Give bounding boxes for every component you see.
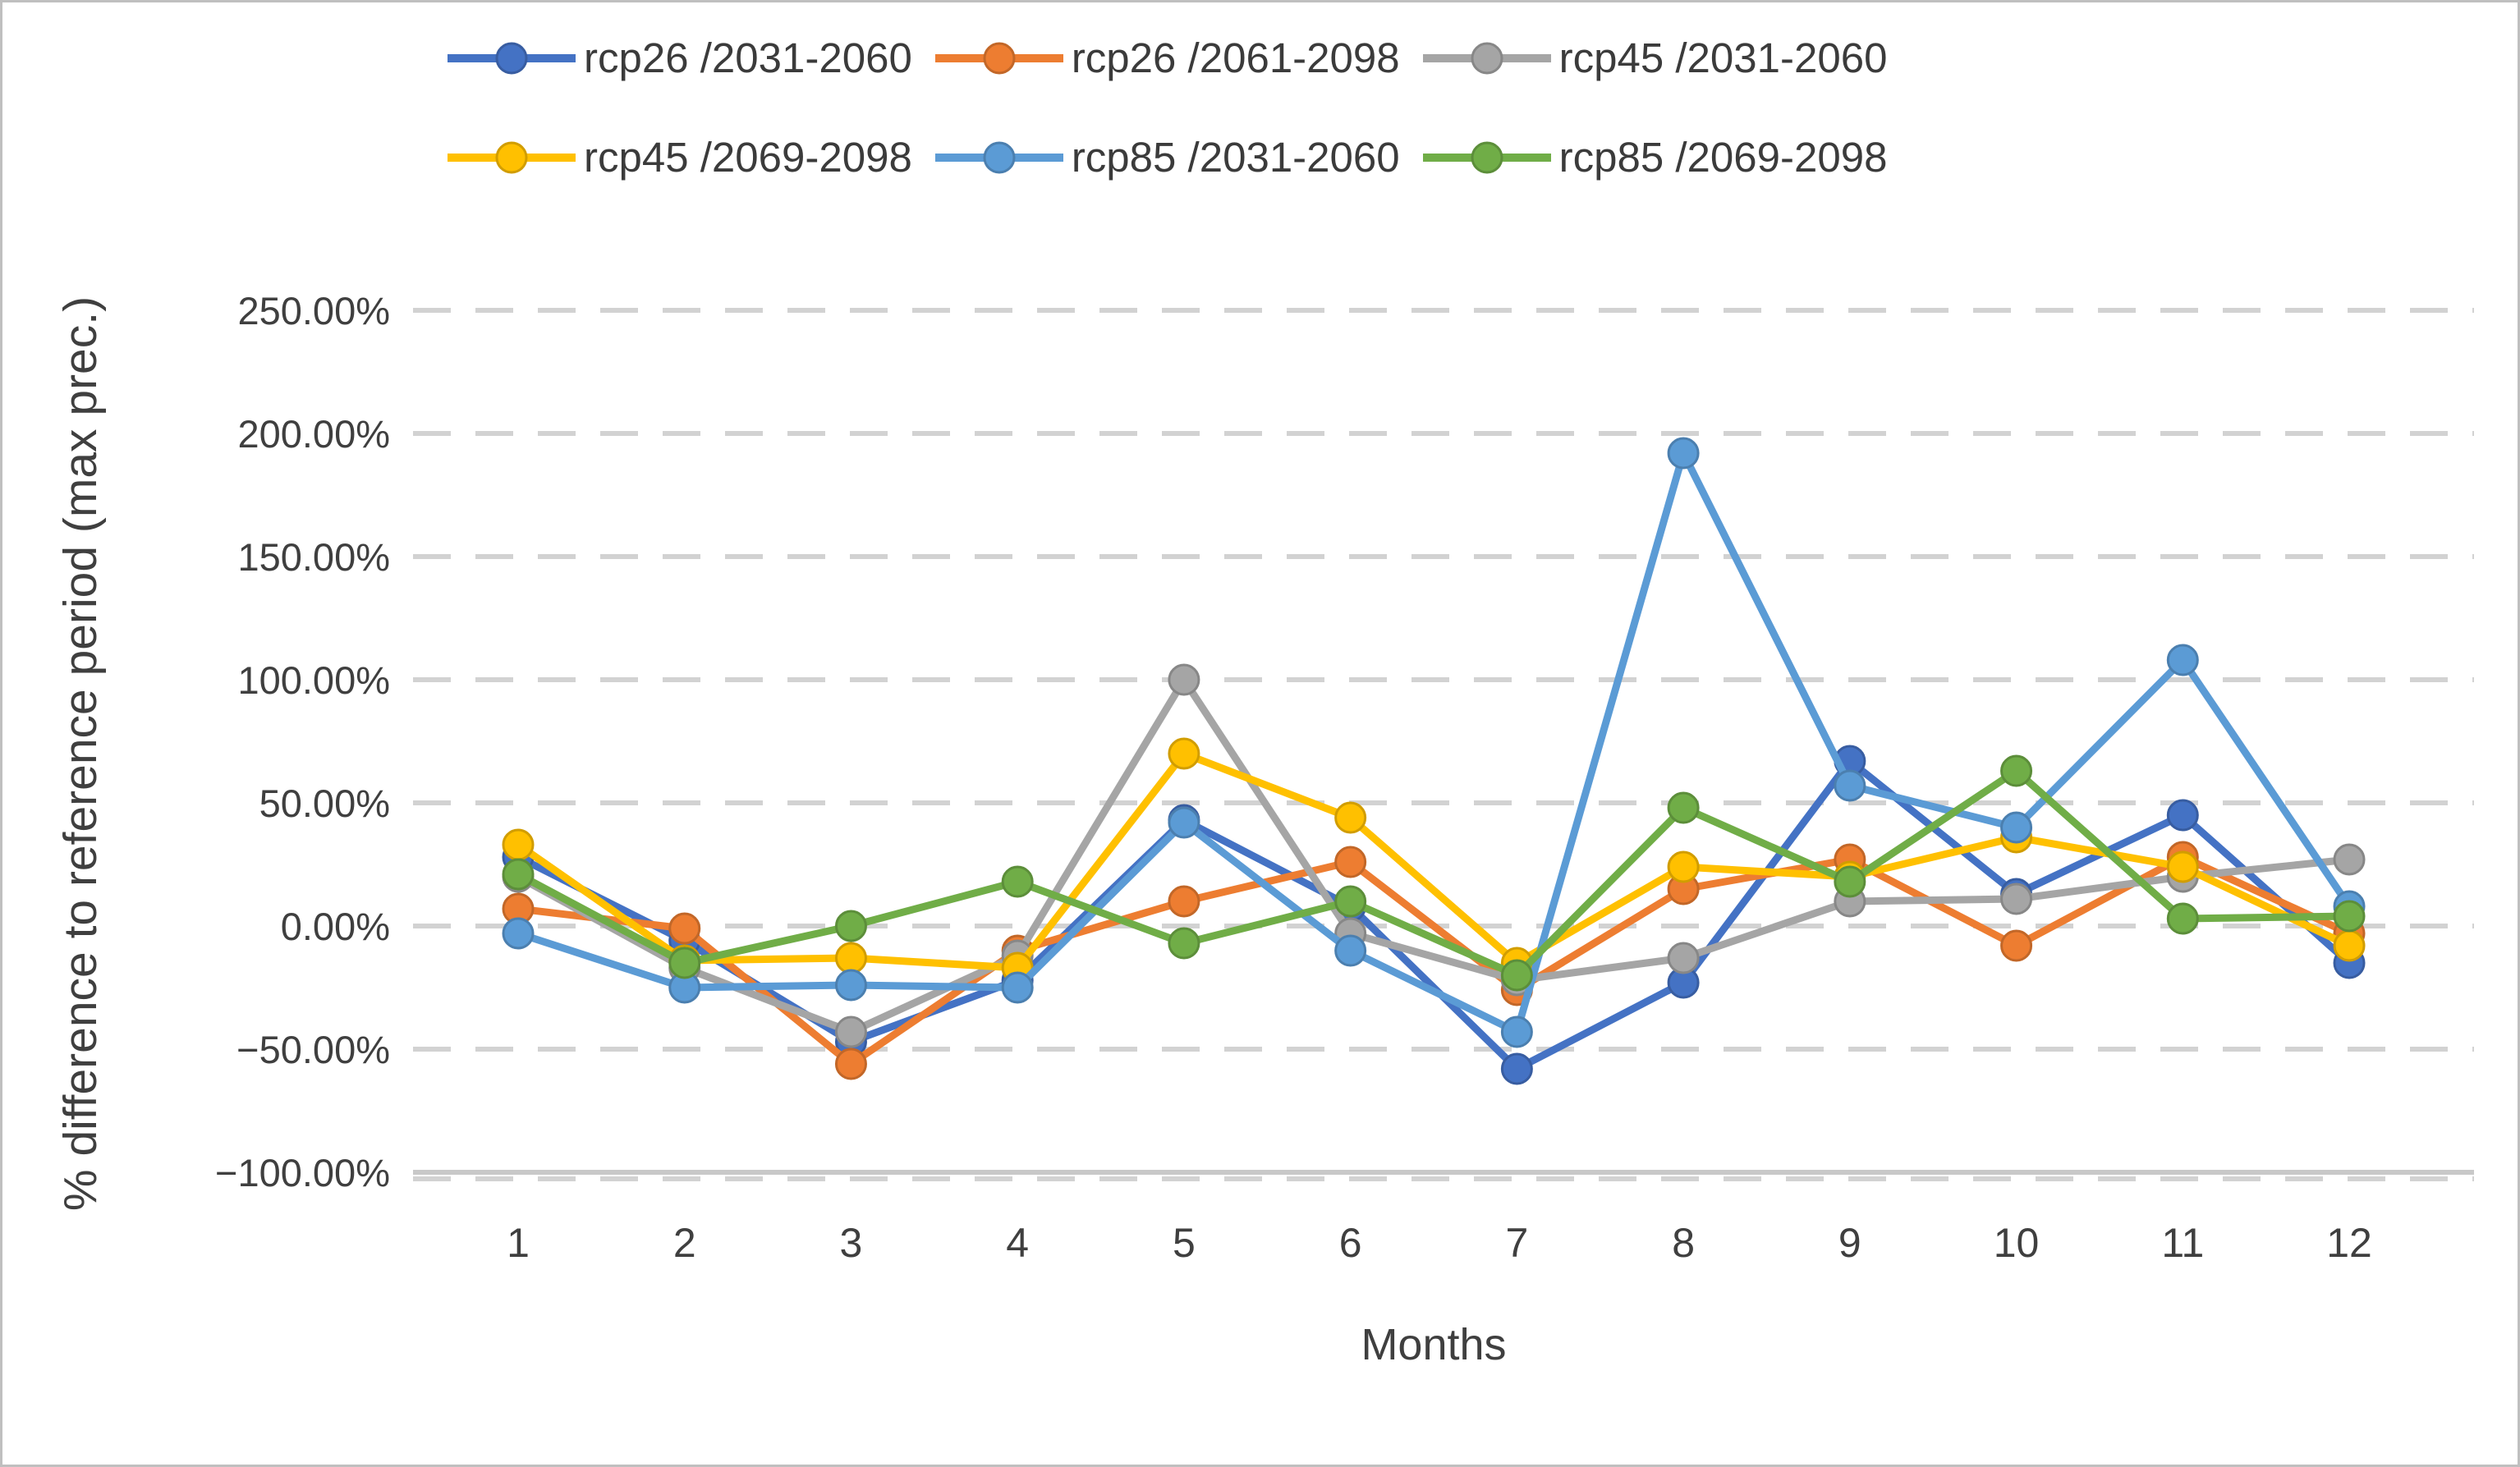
data-point-4-m9 [1834, 769, 1866, 802]
y-tick-label: −50.00% [236, 1028, 390, 1071]
data-point-3-m1 [502, 828, 535, 861]
x-tick-label: 3 [840, 1220, 863, 1266]
data-point-5-m6 [1334, 885, 1367, 918]
data-point-1-m6 [1334, 846, 1367, 878]
data-point-3-m8 [1667, 850, 1700, 883]
data-point-5-m11 [2166, 902, 2199, 935]
y-tick-label: 100.00% [237, 658, 390, 702]
x-tick-label: 8 [1672, 1220, 1695, 1266]
legend-label: rcp85 /2031-2060 [1071, 134, 1400, 181]
data-point-0-m7 [1500, 1052, 1533, 1085]
legend-row-2: rcp45 /2069-2098 rcp85 /2031-2060 rcp85 … [446, 133, 2170, 181]
series-line-3 [514, 750, 2353, 972]
data-point-5-m9 [1834, 865, 1866, 898]
data-point-0-m11 [2166, 799, 2199, 832]
legend: rcp26 /2031-2060 rcp26 /2061-2098 rcp45 … [446, 34, 2170, 181]
legend-item-rcp26-2031-2060: rcp26 /2031-2060 [446, 34, 912, 82]
data-point-5-m1 [502, 858, 535, 891]
legend-marker-icon [934, 141, 1063, 173]
x-tick-label: 2 [673, 1220, 696, 1266]
legend-item-rcp85-2031-2060: rcp85 /2031-2060 [934, 133, 1400, 181]
data-point-1-m10 [2000, 929, 2033, 962]
data-point-3-m3 [834, 942, 867, 974]
data-point-2-m8 [1667, 942, 1700, 974]
x-tick-label: 4 [1006, 1220, 1029, 1266]
legend-label: rcp85 /2069-2098 [1558, 134, 1888, 181]
legend-marker-icon [1422, 141, 1551, 173]
data-point-4-m10 [2000, 811, 2033, 844]
x-tick-label: 12 [2326, 1220, 2372, 1266]
data-point-2-m3 [834, 1015, 867, 1048]
y-tick-label: 150.00% [237, 535, 390, 579]
data-point-2-m12 [2333, 843, 2366, 876]
series-line-5 [514, 767, 2353, 979]
data-point-1-m5 [1168, 885, 1200, 918]
legend-marker-icon [1422, 42, 1551, 74]
data-point-1-m3 [834, 1048, 867, 1080]
data-point-5-m7 [1500, 959, 1533, 992]
series-line-4 [514, 449, 2353, 1036]
data-point-2-m10 [2000, 882, 2033, 915]
data-point-5-m2 [668, 947, 701, 979]
legend-label: rcp26 /2061-2098 [1071, 34, 1400, 81]
legend-row-1: rcp26 /2031-2060 rcp26 /2061-2098 rcp45 … [446, 34, 2170, 82]
data-point-4-m7 [1500, 1015, 1533, 1048]
y-axis-title: % difference to reference period (max pr… [54, 296, 107, 1212]
x-tick-label: 7 [1505, 1220, 1528, 1266]
legend-marker-icon [448, 42, 576, 74]
y-tick-label: −100.00% [215, 1151, 390, 1194]
data-point-2-m5 [1168, 663, 1200, 696]
legend-item-rcp45-2069-2098: rcp45 /2069-2098 [446, 133, 912, 181]
x-tick-label: 9 [1838, 1220, 1861, 1266]
legend-item-rcp85-2069-2098: rcp85 /2069-2098 [1421, 133, 1888, 181]
data-point-4-m4 [1001, 971, 1034, 1004]
legend-marker-icon [934, 42, 1063, 74]
data-point-3-m6 [1334, 801, 1367, 834]
data-point-3-m11 [2166, 850, 2199, 883]
data-point-4-m6 [1334, 934, 1367, 967]
legend-item-rcp45-2031-2060: rcp45 /2031-2060 [1421, 34, 1888, 82]
data-point-5-m3 [834, 910, 867, 942]
data-point-5-m10 [2000, 754, 2033, 787]
legend-label: rcp26 /2031-2060 [584, 34, 912, 81]
y-tick-label: 50.00% [259, 782, 390, 825]
x-tick-label: 10 [1994, 1220, 2040, 1266]
x-tick-label: 6 [1339, 1220, 1362, 1266]
x-tick-label: 5 [1173, 1220, 1196, 1266]
series-line-1 [514, 853, 2353, 1068]
data-point-4-m8 [1667, 437, 1700, 470]
series-line-2 [514, 676, 2353, 1036]
x-tick-label: 11 [2161, 1220, 2204, 1266]
data-point-4-m1 [502, 917, 535, 950]
x-tick-label: 1 [507, 1220, 530, 1266]
y-tick-label: 250.00% [237, 289, 390, 332]
legend-item-rcp26-2061-2098: rcp26 /2061-2098 [934, 34, 1400, 82]
data-point-3-m12 [2333, 929, 2366, 962]
data-point-4-m11 [2166, 644, 2199, 676]
data-point-3-m5 [1168, 737, 1200, 770]
data-point-4-m5 [1168, 806, 1200, 839]
data-point-4-m3 [834, 969, 867, 1002]
legend-marker-icon [448, 141, 576, 173]
legend-label: rcp45 /2031-2060 [1558, 34, 1888, 81]
data-point-5-m4 [1001, 865, 1034, 898]
x-axis-title: Months [1361, 1320, 1507, 1369]
y-tick-label: 0.00% [281, 905, 390, 948]
y-tick-label: 200.00% [237, 412, 390, 456]
data-point-5-m5 [1168, 927, 1200, 960]
legend-label: rcp45 /2069-2098 [584, 134, 912, 181]
data-point-1-m2 [668, 912, 701, 945]
data-point-5-m12 [2333, 900, 2366, 933]
data-point-5-m8 [1667, 791, 1700, 824]
